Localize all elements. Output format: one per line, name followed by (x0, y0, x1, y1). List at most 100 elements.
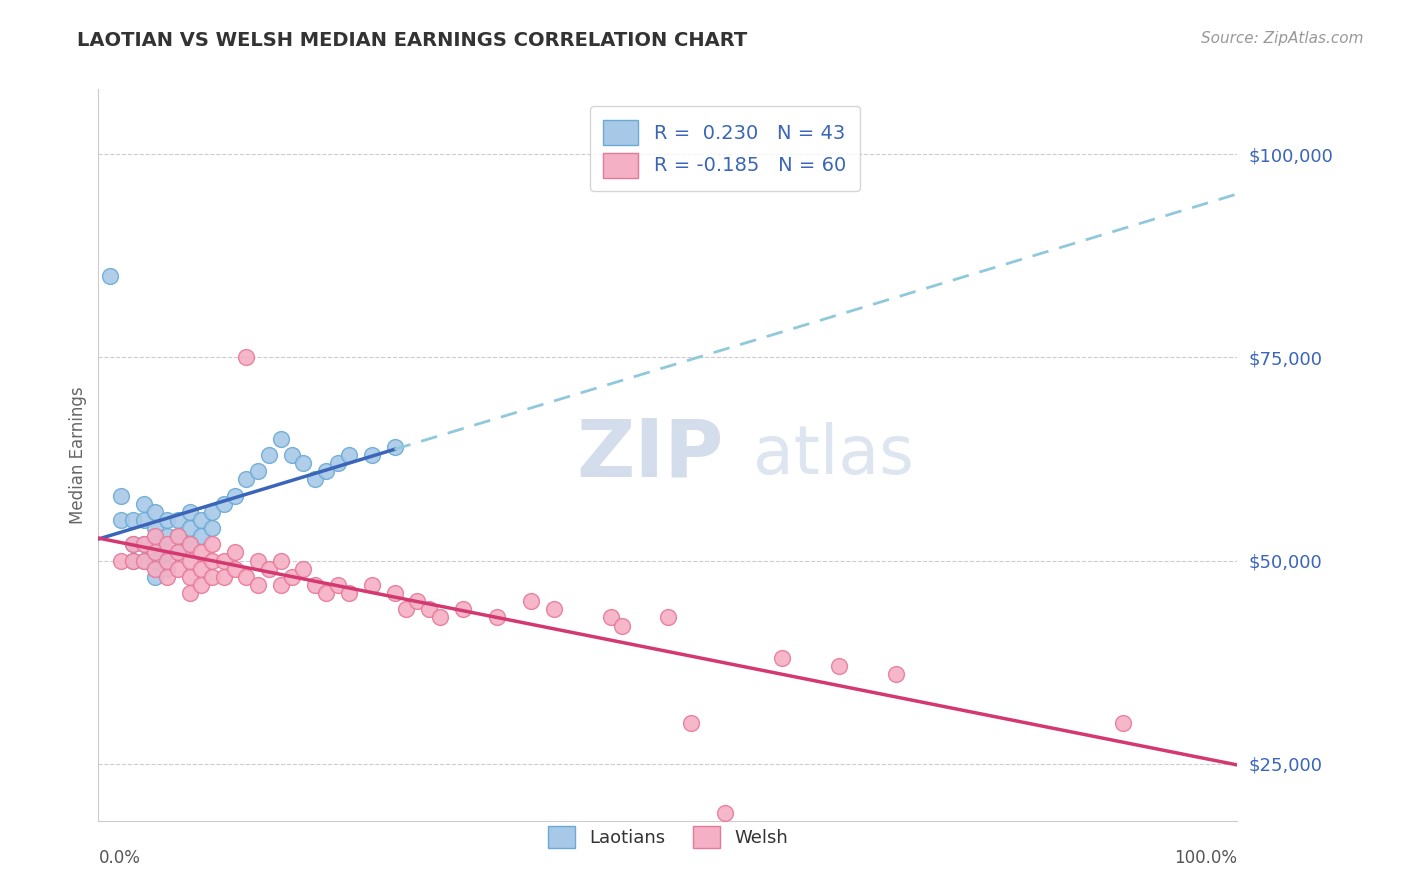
Point (98, 269, 121, 284)
Point (110, 553, 132, 567)
Point (543, 602, 565, 616)
Point (132, 497, 155, 511)
Point (190, 562, 212, 576)
Point (121, 553, 143, 567)
Point (145, 570, 167, 584)
Text: ZIP: ZIP (576, 416, 724, 494)
Point (304, 578, 326, 592)
Point (384, 440, 406, 454)
Point (179, 537, 201, 551)
Point (201, 553, 224, 567)
Point (315, 464, 337, 478)
Point (224, 562, 246, 576)
Point (315, 586, 337, 600)
Point (121, 553, 143, 567)
Legend: Laotians, Welsh: Laotians, Welsh (537, 815, 799, 859)
Point (110, 513, 132, 527)
Point (190, 545, 212, 559)
Point (429, 610, 451, 624)
Point (212, 497, 235, 511)
Point (406, 594, 429, 608)
Point (167, 529, 190, 543)
Point (884, 667, 907, 681)
Point (212, 553, 235, 567)
Point (179, 586, 201, 600)
Point (167, 529, 190, 543)
Point (679, 716, 702, 731)
Point (201, 521, 224, 535)
Point (304, 472, 326, 486)
Point (612, 618, 634, 632)
Point (156, 513, 179, 527)
Point (281, 570, 304, 584)
Point (132, 553, 155, 567)
Text: atlas: atlas (754, 422, 914, 488)
Point (132, 553, 155, 567)
Point (292, 456, 315, 470)
Point (167, 545, 190, 559)
Point (179, 521, 201, 535)
Point (110, 489, 132, 503)
Point (224, 489, 246, 503)
Point (259, 562, 281, 576)
Point (156, 529, 179, 543)
Point (201, 505, 224, 519)
Point (270, 578, 292, 592)
Text: 100.0%: 100.0% (1174, 849, 1237, 867)
Point (190, 578, 212, 592)
Point (246, 553, 269, 567)
Point (451, 602, 474, 616)
Point (246, 464, 269, 478)
Point (201, 537, 224, 551)
Text: LAOTIAN VS WELSH MEDIAN EARNINGS CORRELATION CHART: LAOTIAN VS WELSH MEDIAN EARNINGS CORRELA… (77, 31, 748, 50)
Point (156, 562, 179, 576)
Point (145, 553, 167, 567)
Point (326, 456, 349, 470)
Text: 0.0%: 0.0% (98, 849, 141, 867)
Point (600, 610, 623, 624)
Point (132, 513, 155, 527)
Point (1112, 716, 1135, 731)
Point (179, 537, 201, 551)
Point (179, 553, 201, 567)
Point (326, 578, 349, 592)
Point (179, 570, 201, 584)
Point (179, 505, 201, 519)
Point (121, 537, 143, 551)
Point (212, 570, 235, 584)
Point (270, 432, 292, 446)
Point (167, 513, 190, 527)
Point (145, 529, 167, 543)
Point (190, 513, 212, 527)
Point (132, 537, 155, 551)
Point (395, 602, 418, 616)
Point (520, 594, 543, 608)
Point (235, 351, 257, 365)
Point (201, 570, 224, 584)
Point (292, 562, 315, 576)
Point (156, 545, 179, 559)
Point (145, 545, 167, 559)
Point (145, 505, 167, 519)
Point (714, 805, 737, 820)
Point (132, 537, 155, 551)
Point (360, 448, 382, 462)
Text: Source: ZipAtlas.com: Source: ZipAtlas.com (1201, 31, 1364, 46)
Point (235, 472, 257, 486)
Point (418, 602, 440, 616)
Point (145, 562, 167, 576)
Point (657, 610, 679, 624)
Point (270, 553, 292, 567)
Point (281, 448, 304, 462)
Point (337, 448, 360, 462)
Point (828, 659, 851, 673)
Point (156, 553, 179, 567)
Y-axis label: Median Earnings: Median Earnings (69, 386, 87, 524)
Point (235, 570, 257, 584)
Point (384, 586, 406, 600)
Point (360, 578, 382, 592)
Point (224, 545, 246, 559)
Point (121, 537, 143, 551)
Point (770, 651, 793, 665)
Point (486, 610, 509, 624)
